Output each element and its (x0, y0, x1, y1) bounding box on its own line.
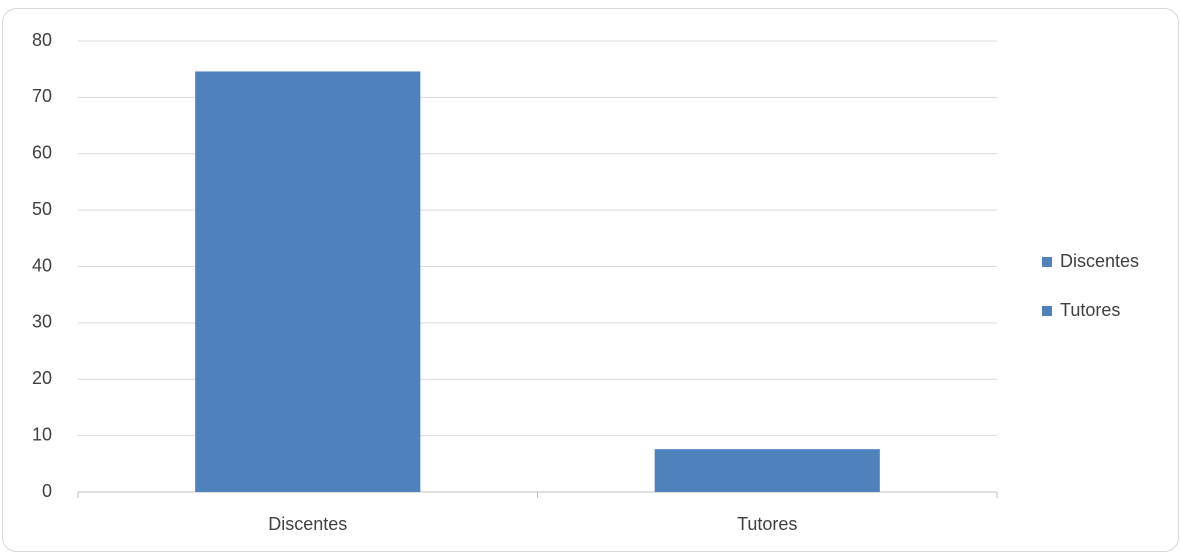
y-tick-label: 10 (32, 424, 52, 444)
y-tick-label: 20 (32, 368, 52, 388)
y-tick-label: 40 (32, 255, 52, 275)
legend-swatch (1042, 306, 1052, 316)
x-tick-label: Tutores (737, 514, 797, 534)
chart-frame (2, 8, 1179, 552)
bar (195, 71, 421, 492)
y-tick-label: 0 (42, 481, 52, 501)
y-tick-label: 30 (32, 312, 52, 332)
y-tick-label: 80 (32, 30, 52, 50)
bar (654, 449, 880, 492)
legend-label: Discentes (1060, 251, 1139, 271)
y-tick-label: 70 (32, 86, 52, 106)
y-tick-label: 60 (32, 143, 52, 163)
legend-swatch (1042, 257, 1052, 267)
y-tick-label: 50 (32, 199, 52, 219)
x-tick-label: Discentes (268, 514, 347, 534)
legend-label: Tutores (1060, 300, 1120, 320)
